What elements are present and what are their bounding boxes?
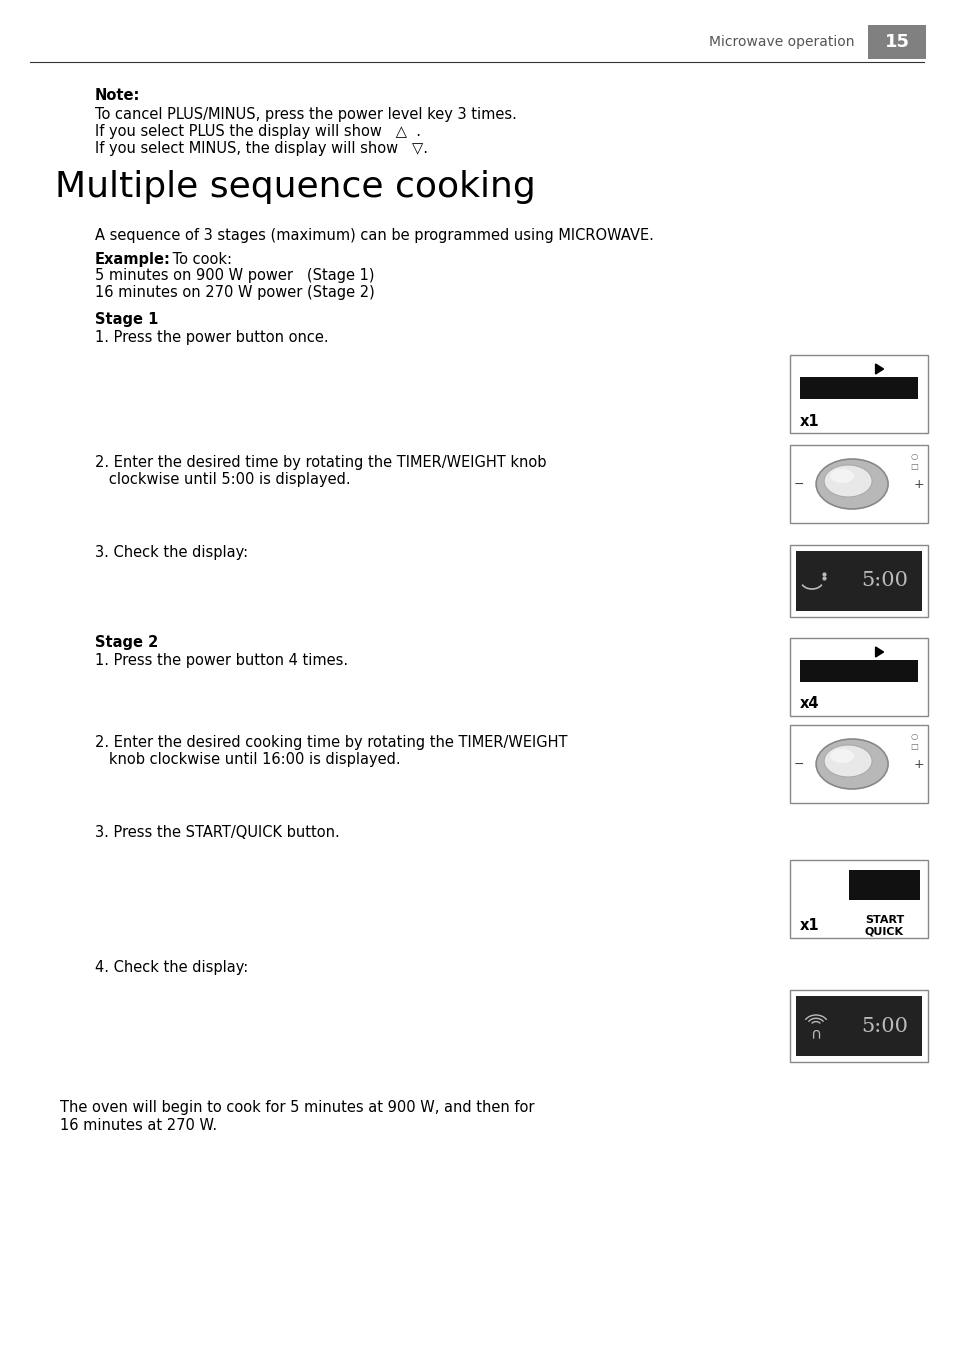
Ellipse shape	[829, 749, 853, 764]
Text: +: +	[913, 757, 923, 770]
FancyBboxPatch shape	[795, 997, 921, 1056]
Text: ∩: ∩	[810, 1026, 821, 1041]
Text: ○: ○	[909, 452, 917, 462]
Text: 5 minutes on 900 W power   (Stage 1): 5 minutes on 900 W power (Stage 1)	[95, 268, 375, 283]
FancyBboxPatch shape	[795, 551, 921, 611]
Text: 4. Check the display:: 4. Check the display:	[95, 960, 248, 975]
Text: ○: ○	[909, 733, 917, 742]
Text: x1: x1	[800, 918, 819, 933]
Polygon shape	[875, 647, 882, 657]
Text: 3. Check the display:: 3. Check the display:	[95, 546, 248, 561]
Text: −: −	[793, 478, 803, 490]
Text: □: □	[909, 742, 917, 751]
Ellipse shape	[815, 459, 887, 509]
Text: If you select PLUS the display will show   △  .: If you select PLUS the display will show…	[95, 125, 420, 139]
Text: 1. Press the power button 4 times.: 1. Press the power button 4 times.	[95, 653, 348, 668]
Text: Note:: Note:	[95, 88, 140, 103]
Text: +: +	[913, 478, 923, 490]
Text: The oven will begin to cook for 5 minutes at 900 W, and then for: The oven will begin to cook for 5 minute…	[60, 1099, 534, 1114]
Text: Multiple sequence cooking: Multiple sequence cooking	[55, 171, 536, 204]
Text: 5:00: 5:00	[861, 571, 907, 590]
Text: A sequence of 3 stages (maximum) can be programmed using MICROWAVE.: A sequence of 3 stages (maximum) can be …	[95, 227, 653, 242]
Text: START
QUICK: START QUICK	[864, 915, 903, 937]
Text: 2. Enter the desired cooking time by rotating the TIMER/WEIGHT: 2. Enter the desired cooking time by rot…	[95, 735, 567, 750]
Text: 5:00: 5:00	[861, 1017, 907, 1036]
Text: 16 minutes at 270 W.: 16 minutes at 270 W.	[60, 1118, 217, 1133]
Text: 3. Press the START/QUICK button.: 3. Press the START/QUICK button.	[95, 825, 339, 839]
Text: x1: x1	[800, 413, 819, 428]
FancyBboxPatch shape	[789, 724, 927, 803]
Text: 1. Press the power button once.: 1. Press the power button once.	[95, 330, 328, 345]
Ellipse shape	[829, 468, 853, 483]
Text: Example:: Example:	[95, 252, 171, 267]
Text: Microwave operation: Microwave operation	[709, 35, 854, 49]
FancyBboxPatch shape	[848, 871, 919, 900]
Text: To cook:: To cook:	[168, 252, 232, 267]
FancyBboxPatch shape	[789, 546, 927, 617]
Text: Stage 2: Stage 2	[95, 635, 158, 650]
Text: x4: x4	[800, 696, 819, 711]
FancyBboxPatch shape	[800, 659, 917, 682]
Text: 15: 15	[883, 32, 908, 51]
FancyBboxPatch shape	[789, 990, 927, 1062]
Text: Stage 1: Stage 1	[95, 311, 158, 328]
Text: 2. Enter the desired time by rotating the TIMER/WEIGHT knob: 2. Enter the desired time by rotating th…	[95, 455, 546, 470]
FancyBboxPatch shape	[789, 445, 927, 523]
FancyBboxPatch shape	[800, 376, 917, 399]
Text: 16 minutes on 270 W power (Stage 2): 16 minutes on 270 W power (Stage 2)	[95, 284, 375, 301]
FancyBboxPatch shape	[789, 860, 927, 938]
Text: knob clockwise until 16:00 is displayed.: knob clockwise until 16:00 is displayed.	[95, 751, 400, 766]
FancyBboxPatch shape	[789, 638, 927, 716]
Ellipse shape	[823, 745, 871, 777]
FancyBboxPatch shape	[867, 24, 925, 60]
Ellipse shape	[823, 464, 871, 497]
Text: clockwise until 5:00 is displayed.: clockwise until 5:00 is displayed.	[95, 473, 351, 487]
Text: −: −	[793, 757, 803, 770]
Text: To cancel PLUS/MINUS, press the power level key 3 times.: To cancel PLUS/MINUS, press the power le…	[95, 107, 517, 122]
Polygon shape	[875, 364, 882, 374]
FancyBboxPatch shape	[789, 355, 927, 433]
Text: □: □	[909, 463, 917, 471]
Text: If you select MINUS, the display will show   ▽.: If you select MINUS, the display will sh…	[95, 141, 428, 156]
Ellipse shape	[815, 739, 887, 789]
